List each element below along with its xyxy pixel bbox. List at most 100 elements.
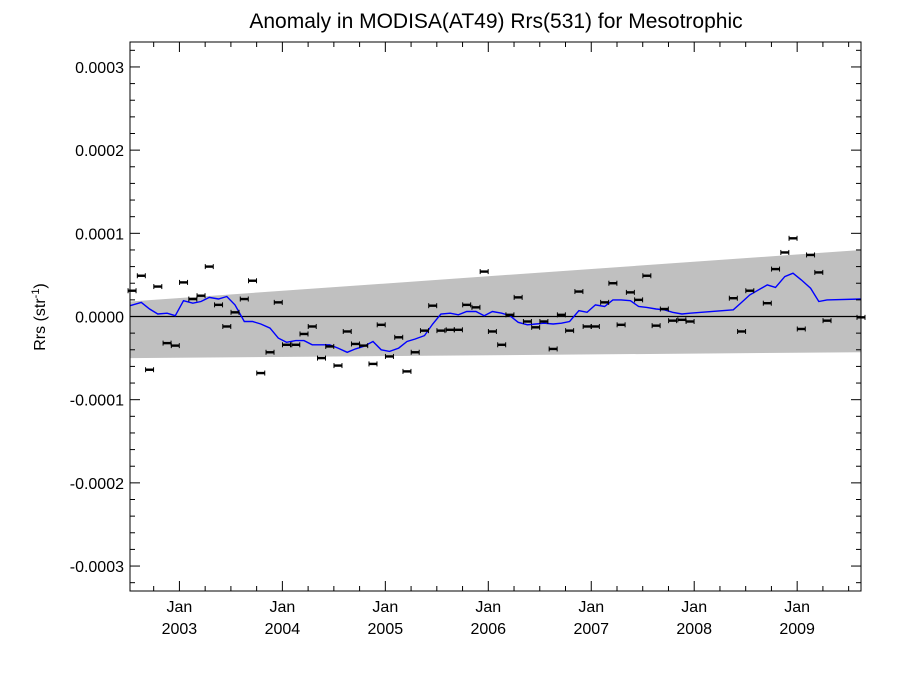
monthly-point [762, 300, 772, 306]
monthly-point [222, 323, 232, 329]
monthly-point [634, 297, 644, 303]
x-tick-label-year: 2003 [162, 621, 198, 638]
monthly-point [522, 318, 532, 324]
monthly-point [531, 324, 541, 330]
monthly-point [317, 355, 327, 361]
monthly-point [814, 269, 824, 275]
monthly-point [505, 312, 515, 318]
monthly-point [428, 303, 438, 309]
uncertainty-band [130, 249, 861, 359]
monthly-point [659, 306, 669, 312]
monthly-point [565, 328, 575, 334]
monthly-point [479, 269, 489, 275]
x-axis: Jan 2003 Jan 2004 Jan 2005 Jan 2006 Jan 2007 Jan 20… [153, 42, 850, 638]
monthly-point [453, 327, 463, 333]
monthly-point [127, 288, 137, 294]
x-tick-label-year: 2008 [676, 621, 712, 638]
monthly-point [256, 370, 266, 376]
monthly-point [822, 318, 832, 324]
y-tick-label: -0.0001 [70, 393, 124, 410]
monthly-point [497, 342, 507, 348]
monthly-point [471, 304, 481, 310]
y-axis-label-main: Rrs (str [32, 298, 49, 351]
monthly-point [359, 343, 369, 349]
x-tick-label-month: Jan [784, 599, 810, 616]
monthly-point [574, 289, 584, 295]
monthly-point [153, 284, 163, 290]
monthly-point [179, 279, 189, 285]
monthly-point [394, 334, 404, 340]
y-tick-label: 0.0003 [75, 60, 124, 77]
monthly-point [291, 342, 301, 348]
y-axis-label-superscript: -1 [30, 289, 42, 299]
x-tick-label-year: 2007 [573, 621, 609, 638]
monthly-point [771, 266, 781, 272]
x-tick-label-year: 2005 [368, 621, 404, 638]
x-tick-label-month: Jan [681, 599, 707, 616]
x-tick-label-year: 2006 [470, 621, 506, 638]
monthly-point [642, 273, 652, 279]
monthly-point [548, 346, 558, 352]
monthly-point [230, 309, 240, 315]
monthly-point [196, 293, 206, 299]
x-tick-label-year: 2004 [265, 621, 301, 638]
monthly-point [590, 323, 600, 329]
chart-title: Anomaly in MODISA(AT49) Rrs(531) for Mes… [249, 10, 742, 33]
monthly-point [737, 328, 747, 334]
monthly-point [539, 318, 549, 324]
monthly-point [333, 363, 343, 369]
monthly-point [248, 278, 258, 284]
monthly-point [462, 302, 472, 308]
x-tick-label-month: Jan [372, 599, 398, 616]
monthly-point [170, 343, 180, 349]
monthly-point [410, 349, 420, 355]
monthly-point [307, 323, 317, 329]
monthly-point [145, 367, 155, 373]
x-tick-label-month: Jan [578, 599, 604, 616]
y-tick-label: 0.0001 [75, 226, 124, 243]
smoothed-series-line-0 [129, 272, 862, 354]
monthly-point [384, 353, 394, 359]
monthly-point [273, 299, 283, 305]
monthly-point [325, 343, 335, 349]
monthly-point [368, 361, 378, 367]
monthly-point [780, 249, 790, 255]
monthly-point [625, 289, 635, 295]
monthly-point [342, 328, 352, 334]
monthly-point [402, 368, 412, 374]
y-tick-label: 0.0002 [75, 143, 124, 160]
monthly-point [239, 296, 249, 302]
monthly-point [616, 322, 626, 328]
monthly-point [376, 322, 386, 328]
y-tick-label: 0.0000 [75, 310, 124, 327]
monthly-point [608, 280, 618, 286]
monthly-point [728, 295, 738, 301]
monthly-point [796, 326, 806, 332]
y-axis-label-close: ) [32, 283, 49, 288]
monthly-point [419, 328, 429, 334]
x-tick-label-month: Jan [269, 599, 295, 616]
monthly-point [204, 264, 214, 270]
monthly-point [265, 349, 275, 355]
monthly-point [806, 252, 816, 258]
monthly-point [788, 235, 798, 241]
monthly-point [513, 294, 523, 300]
x-tick-label-month: Jan [475, 599, 501, 616]
y-tick-label: -0.0003 [70, 559, 124, 576]
monthly-point [299, 331, 309, 337]
monthly-point [436, 328, 446, 334]
monthly-point [487, 328, 497, 334]
monthly-point [556, 312, 566, 318]
y-axis: 0.0003 0.0002 0.0001 0.0000 -0.0001 -0.0002 -0… [70, 49, 861, 584]
monthly-point [685, 318, 695, 324]
monthly-point [214, 302, 224, 308]
monthly-point [136, 273, 146, 279]
y-tick-label: -0.0002 [70, 476, 124, 493]
x-tick-label-year: 2009 [779, 621, 815, 638]
y-axis-label: Rrs (str-1) [30, 283, 49, 351]
monthly-point [600, 299, 610, 305]
plot-area [127, 41, 866, 592]
monthly-point [651, 323, 661, 329]
monthly-point [668, 318, 678, 324]
